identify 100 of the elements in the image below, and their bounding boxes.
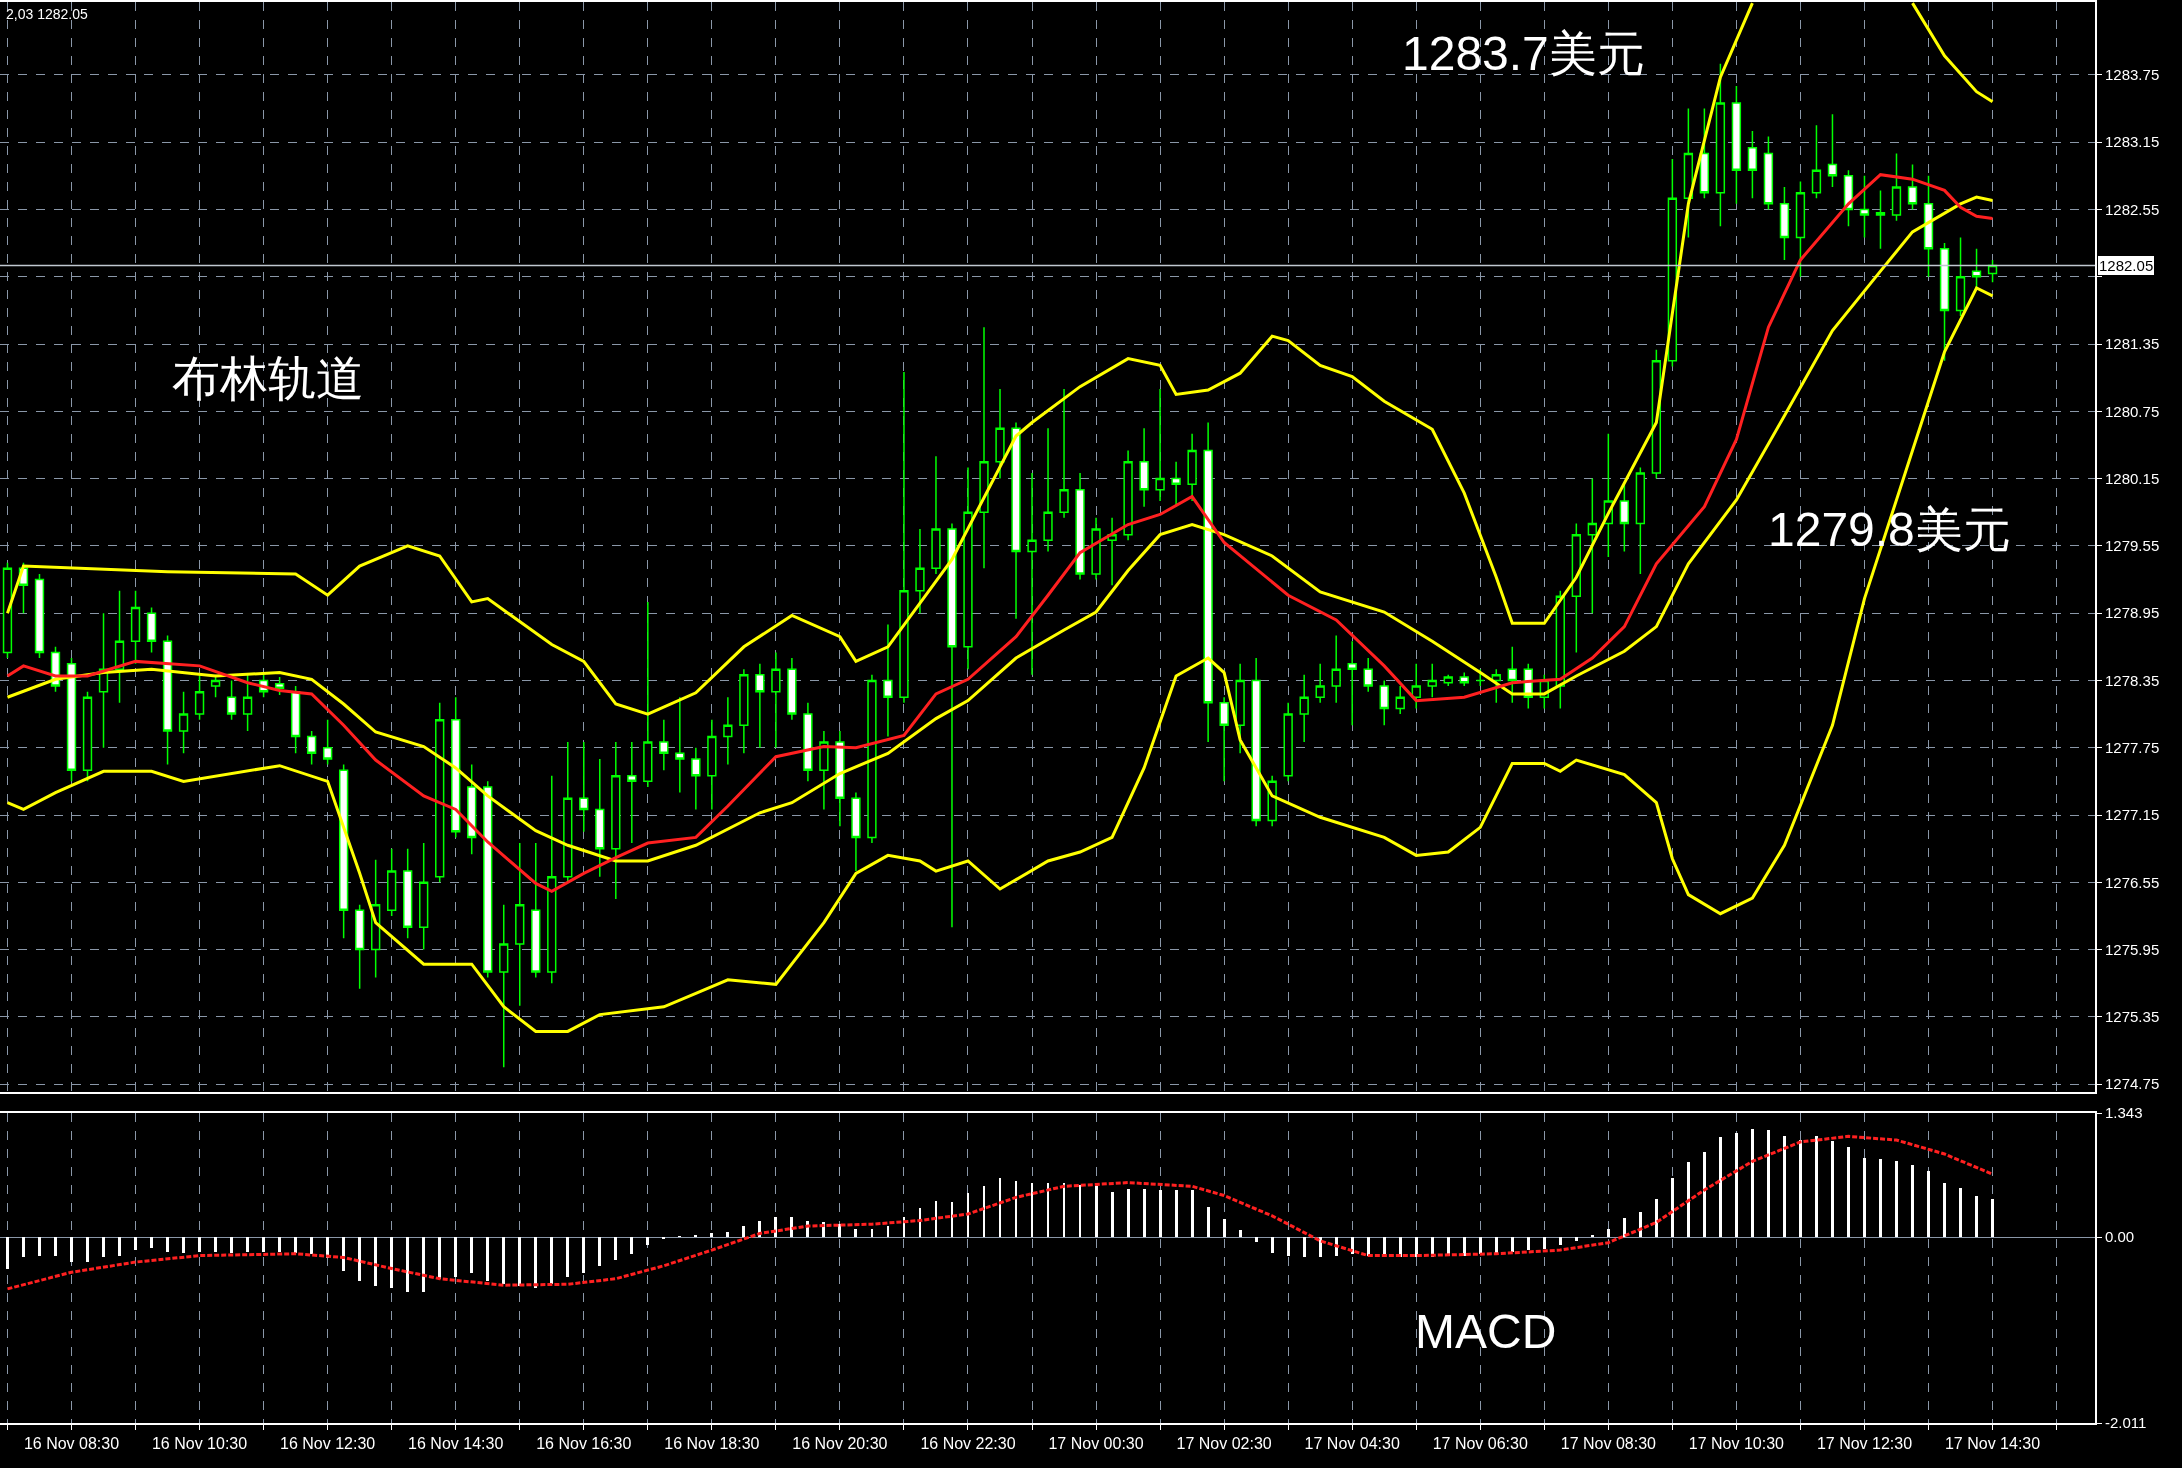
y-tick-label: 1283.15 — [2105, 133, 2160, 151]
bar — [1943, 1182, 1946, 1238]
candlestick — [819, 730, 829, 811]
bar — [598, 1237, 602, 1266]
candlestick — [1955, 236, 1966, 317]
bar — [454, 1237, 458, 1277]
candlestick — [883, 623, 893, 738]
bar — [390, 1237, 394, 1288]
bar — [246, 1237, 250, 1252]
bar — [1622, 1217, 1626, 1238]
bar — [1558, 1237, 1562, 1245]
candlestick — [1395, 685, 1405, 715]
candlestick — [451, 696, 461, 839]
candlestick — [1123, 449, 1133, 542]
bar — [166, 1237, 169, 1252]
bar — [182, 1237, 186, 1253]
bar — [278, 1237, 282, 1252]
bar — [38, 1237, 41, 1256]
y-tick-label: 1283.75 — [2105, 66, 2160, 84]
candlestick — [691, 746, 701, 811]
candlestick — [1619, 483, 1630, 553]
candlestick — [499, 903, 509, 1069]
bar — [1670, 1177, 1674, 1238]
candlestick — [194, 674, 205, 721]
candlestick — [354, 903, 365, 990]
bar — [1158, 1189, 1162, 1238]
bar — [838, 1224, 842, 1238]
candlestick — [387, 847, 397, 917]
y-tick-label: 1282.55 — [2105, 200, 2160, 218]
candlestick — [547, 775, 557, 984]
bar — [1478, 1237, 1482, 1254]
bar — [1190, 1189, 1194, 1238]
annotation: 布林轨道 — [172, 352, 364, 405]
bar — [518, 1237, 522, 1287]
x-tick-label: 16 Nov 08:30 — [23, 1435, 120, 1453]
candlestick — [419, 842, 429, 951]
bar — [1959, 1188, 1962, 1238]
candlestick — [755, 662, 765, 749]
candlestick — [851, 791, 861, 872]
bar — [214, 1237, 218, 1252]
candlestick — [1811, 124, 1822, 199]
candlestick — [1075, 472, 1085, 581]
x-tick-label: 16 Nov 16:30 — [536, 1435, 632, 1453]
bar — [1782, 1136, 1786, 1238]
candlestick — [835, 730, 845, 827]
candlestick — [675, 696, 685, 794]
candlestick — [787, 657, 797, 721]
candlestick — [963, 466, 973, 670]
x-tick-label: 16 Nov 10:30 — [151, 1435, 248, 1453]
candlestick — [1923, 175, 1934, 278]
ref-line-label: 1282.05 — [2099, 257, 2154, 274]
bar — [1462, 1237, 1466, 1256]
candlestick — [130, 589, 141, 665]
bar — [1110, 1191, 1114, 1238]
bar — [1510, 1237, 1514, 1252]
bar — [1414, 1237, 1418, 1257]
bar — [502, 1237, 506, 1285]
bar — [470, 1237, 474, 1274]
candlestick — [1763, 135, 1774, 211]
y-tick-label: 1274.75 — [2105, 1075, 2160, 1093]
y-tick-label: 1280.75 — [2105, 402, 2160, 420]
candlestick — [723, 696, 733, 766]
candlestick — [1971, 247, 1982, 289]
bar — [1270, 1237, 1274, 1253]
candlestick — [1059, 388, 1069, 519]
bar — [710, 1233, 714, 1238]
bar — [1222, 1218, 1226, 1238]
bar — [86, 1237, 89, 1263]
bar — [486, 1237, 490, 1281]
y-tick-label: 1277.15 — [2105, 806, 2160, 824]
candlestick — [1443, 674, 1453, 687]
candlestick — [1187, 432, 1197, 502]
candlestick — [1203, 421, 1213, 743]
candlestick — [290, 685, 301, 755]
x-tick-label: 17 Nov 14:30 — [1944, 1435, 2041, 1453]
bar — [1494, 1237, 1498, 1253]
bar — [1911, 1165, 1914, 1238]
bar — [1831, 1141, 1834, 1238]
candlestick — [114, 589, 125, 704]
candlestick — [1507, 646, 1517, 704]
bar — [582, 1237, 586, 1274]
candlestick — [322, 718, 333, 766]
y-tick-label: 1275.35 — [2105, 1008, 2160, 1026]
bar — [1350, 1237, 1354, 1254]
candlestick — [34, 573, 45, 659]
bar — [1286, 1237, 1290, 1256]
bar — [1991, 1199, 1994, 1238]
bar — [1863, 1157, 1866, 1238]
candlestick — [435, 702, 445, 884]
bar — [1366, 1237, 1370, 1256]
candlestick — [1347, 640, 1357, 727]
x-tick-label: 17 Nov 00:30 — [1048, 1435, 1144, 1453]
candlestick — [707, 718, 717, 811]
y-tick-label: 1277.75 — [2105, 738, 2160, 756]
candlestick — [1155, 388, 1165, 502]
candlestick — [563, 741, 573, 884]
candlestick — [1459, 671, 1469, 687]
candlestick — [579, 741, 589, 833]
candlestick — [162, 634, 173, 766]
candlestick — [515, 842, 525, 1007]
